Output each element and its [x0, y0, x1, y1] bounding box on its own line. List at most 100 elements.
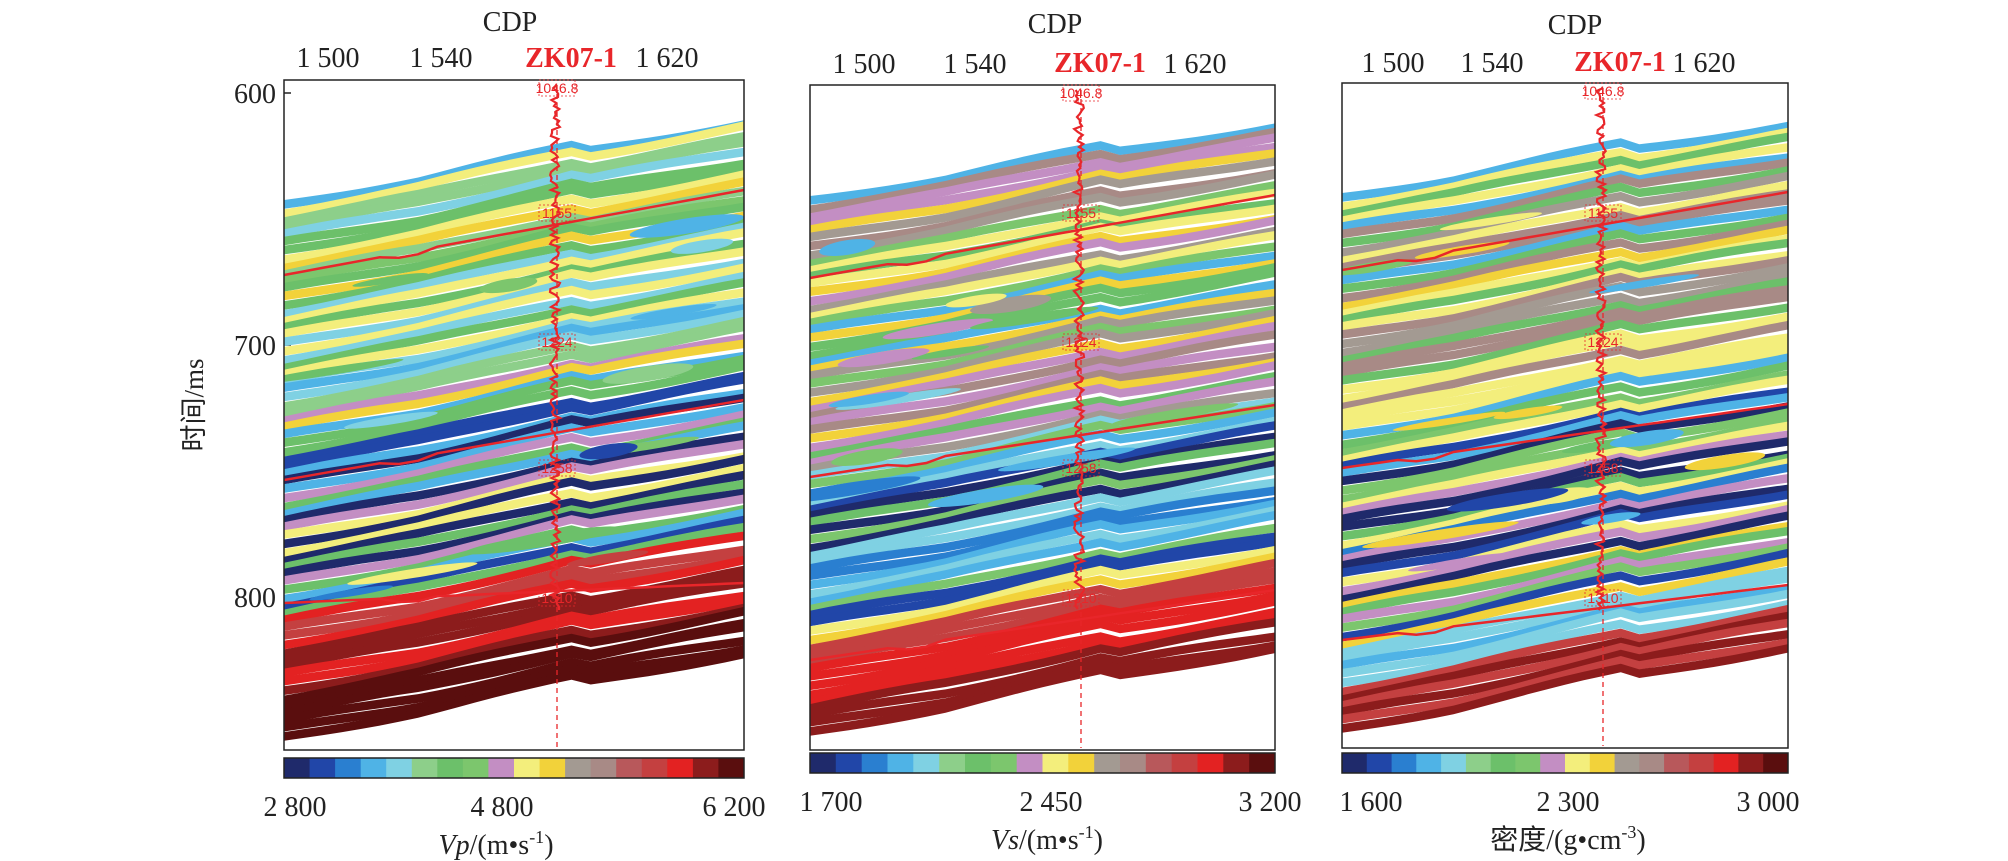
- section-anomaly: [352, 273, 429, 287]
- well-depth-label: 1258: [1065, 460, 1096, 476]
- colorbar-swatch: [1391, 753, 1417, 773]
- colorbar-swatch: [1565, 753, 1591, 773]
- section-layer: [810, 280, 1275, 369]
- well-depth-box: [1062, 333, 1100, 351]
- well-depth-label: 1224: [541, 334, 572, 350]
- section-anomaly: [602, 363, 694, 384]
- vp-cdp-tick-1540: 1 540: [410, 43, 473, 74]
- horizon-line-2: [283, 398, 745, 482]
- section-layer: [1342, 121, 1788, 202]
- colorbar-swatch: [641, 758, 668, 778]
- horizon-line-2: [1341, 402, 1789, 470]
- section-layer: [1342, 213, 1788, 293]
- section-layer: [284, 278, 744, 373]
- section-layer: [1342, 474, 1788, 564]
- section-anomaly: [810, 476, 921, 504]
- vs-section: [810, 123, 1275, 736]
- vs-label-close: ): [1094, 825, 1103, 856]
- well-depth-box: [1584, 82, 1622, 100]
- section-layer: [1342, 618, 1788, 710]
- vs-colorbar-label: Vs/(m•s-1): [991, 822, 1103, 856]
- y-tick-800: 800: [234, 583, 276, 614]
- colorbar-swatch: [1614, 753, 1640, 773]
- y-tick-labels: 600 700 800: [234, 79, 291, 614]
- well-depth-label: 1310: [1065, 590, 1096, 606]
- section-layer: [810, 408, 1275, 498]
- well-depth-label: 1155: [1066, 205, 1096, 221]
- colorbar-frame: [283, 757, 745, 779]
- horizon-line-1: [1341, 190, 1789, 272]
- well-depth-label: 1046.8: [1582, 83, 1625, 99]
- vs-cdp-tick-1500: 1 500: [833, 49, 896, 80]
- well-depth-box: [538, 79, 576, 97]
- colorbar-swatch: [1042, 753, 1069, 773]
- section-anomaly: [309, 585, 393, 601]
- section-layer: [1342, 303, 1788, 385]
- well-depth-box: [538, 333, 576, 351]
- section-anomaly: [997, 447, 1136, 472]
- colorbar-swatch: [810, 753, 837, 773]
- section-layer: [810, 123, 1275, 205]
- vs-cdp-title: CDP: [1028, 9, 1082, 40]
- colorbar-swatch: [1490, 753, 1516, 773]
- colorbar-swatch: [539, 758, 566, 778]
- well-depth-box: [538, 204, 576, 222]
- section-layer: [284, 622, 744, 718]
- section-layer: [1342, 421, 1788, 512]
- section-layer: [284, 159, 744, 246]
- section-layer: [1342, 347, 1788, 431]
- section-anomaly: [1408, 552, 1517, 572]
- well-log-curve: [547, 84, 563, 611]
- well-log-curve: [1071, 89, 1087, 610]
- section-anomaly: [970, 294, 1052, 315]
- section-layer: [284, 578, 744, 671]
- vp-section: [284, 120, 744, 741]
- density-label-close: ): [1636, 825, 1645, 856]
- section-layer: [810, 169, 1275, 251]
- section-layer: [284, 164, 744, 255]
- density-section: [1342, 121, 1788, 733]
- y-tick-700: 700: [234, 331, 276, 362]
- well-depth-label: 1046.8: [1060, 85, 1103, 101]
- section-layer: [1342, 538, 1788, 624]
- section-layer: [1342, 543, 1788, 632]
- vs-colorbar-tick-mid: 2 450: [1020, 787, 1083, 818]
- section-layer: [1342, 312, 1788, 394]
- colorbar-swatch: [616, 758, 643, 778]
- section-anomaly: [479, 277, 538, 294]
- section-layer: [810, 361, 1275, 453]
- section-layer: [284, 304, 744, 392]
- vs-label-main: Vs: [991, 825, 1019, 856]
- vp-colorbar-tick-min: 2 800: [264, 792, 327, 823]
- section-layer: [810, 309, 1275, 397]
- colorbar-swatch: [1763, 753, 1789, 773]
- colorbar-swatch: [718, 758, 745, 778]
- section-layer: [284, 228, 744, 326]
- colorbar-swatch: [1197, 753, 1224, 773]
- well-depth-label: 1310: [1587, 590, 1618, 606]
- colorbar-swatch: [335, 758, 362, 778]
- well-depth-box: [1062, 204, 1100, 222]
- colorbar-swatch: [1540, 753, 1566, 773]
- horizon-line-1: [283, 188, 745, 277]
- vp-cdp-title: CDP: [483, 7, 537, 38]
- section-layer: [810, 358, 1275, 443]
- section-layer: [284, 258, 744, 347]
- colorbar-swatch: [887, 753, 914, 773]
- section-layer: [1342, 251, 1788, 331]
- well-depth-box: [538, 459, 576, 477]
- density-label-unit: /(g•cm: [1546, 825, 1621, 856]
- colorbar-swatch: [1223, 753, 1250, 773]
- section-anomaly: [566, 550, 649, 567]
- horizon-line-3: [1341, 583, 1789, 642]
- section-anomaly: [670, 238, 734, 254]
- section-anomaly: [1493, 405, 1563, 420]
- well-depth-box: [1062, 589, 1100, 607]
- colorbar-swatch: [692, 758, 719, 778]
- section-layer: [284, 454, 744, 549]
- density-colorbar-tick-max: 3 000: [1737, 787, 1800, 818]
- density-colorbar-label: 密度/(g•cm-3): [1490, 822, 1645, 856]
- section-layer: [1342, 453, 1788, 541]
- vp-well-label: ZK07-1: [525, 43, 617, 74]
- section-layer: [284, 138, 744, 233]
